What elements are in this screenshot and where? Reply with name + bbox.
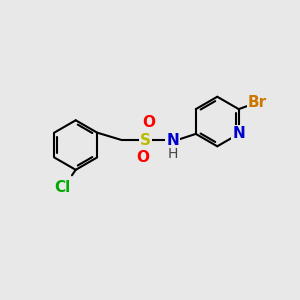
Text: S: S [140,133,151,148]
Text: H: H [167,147,178,161]
Text: N: N [232,126,245,141]
Text: Cl: Cl [54,180,70,195]
Text: O: O [142,115,155,130]
Text: Br: Br [248,95,267,110]
Text: N: N [166,133,179,148]
Text: O: O [136,150,149,165]
